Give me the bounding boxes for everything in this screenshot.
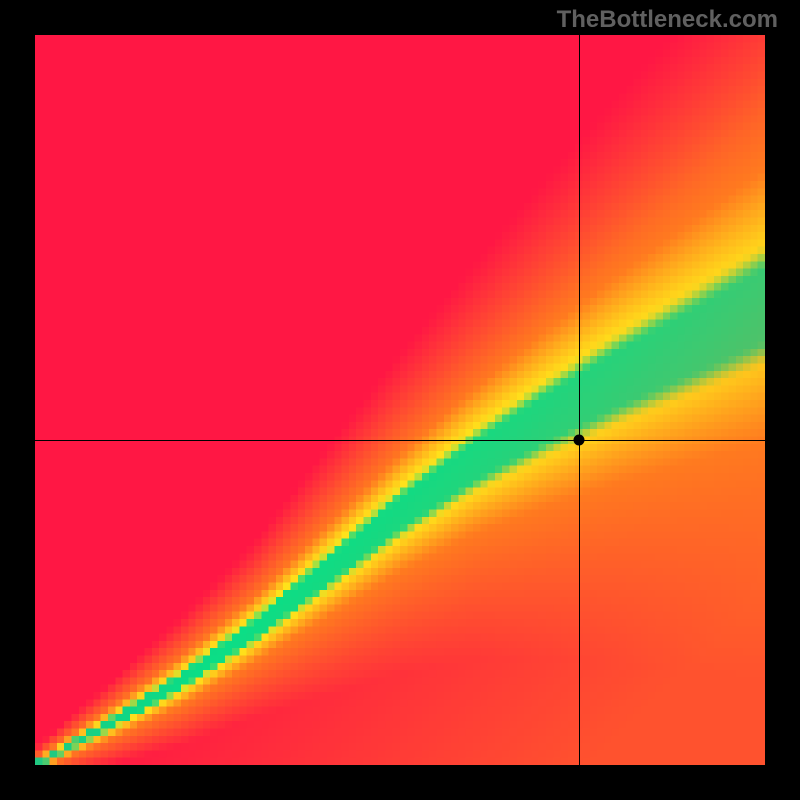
heatmap-canvas xyxy=(35,35,765,765)
watermark-text: TheBottleneck.com xyxy=(557,6,778,34)
crosshair-horizontal xyxy=(35,440,765,441)
crosshair-vertical xyxy=(579,35,580,765)
crosshair-marker xyxy=(573,435,584,446)
bottleneck-heatmap xyxy=(35,35,765,765)
